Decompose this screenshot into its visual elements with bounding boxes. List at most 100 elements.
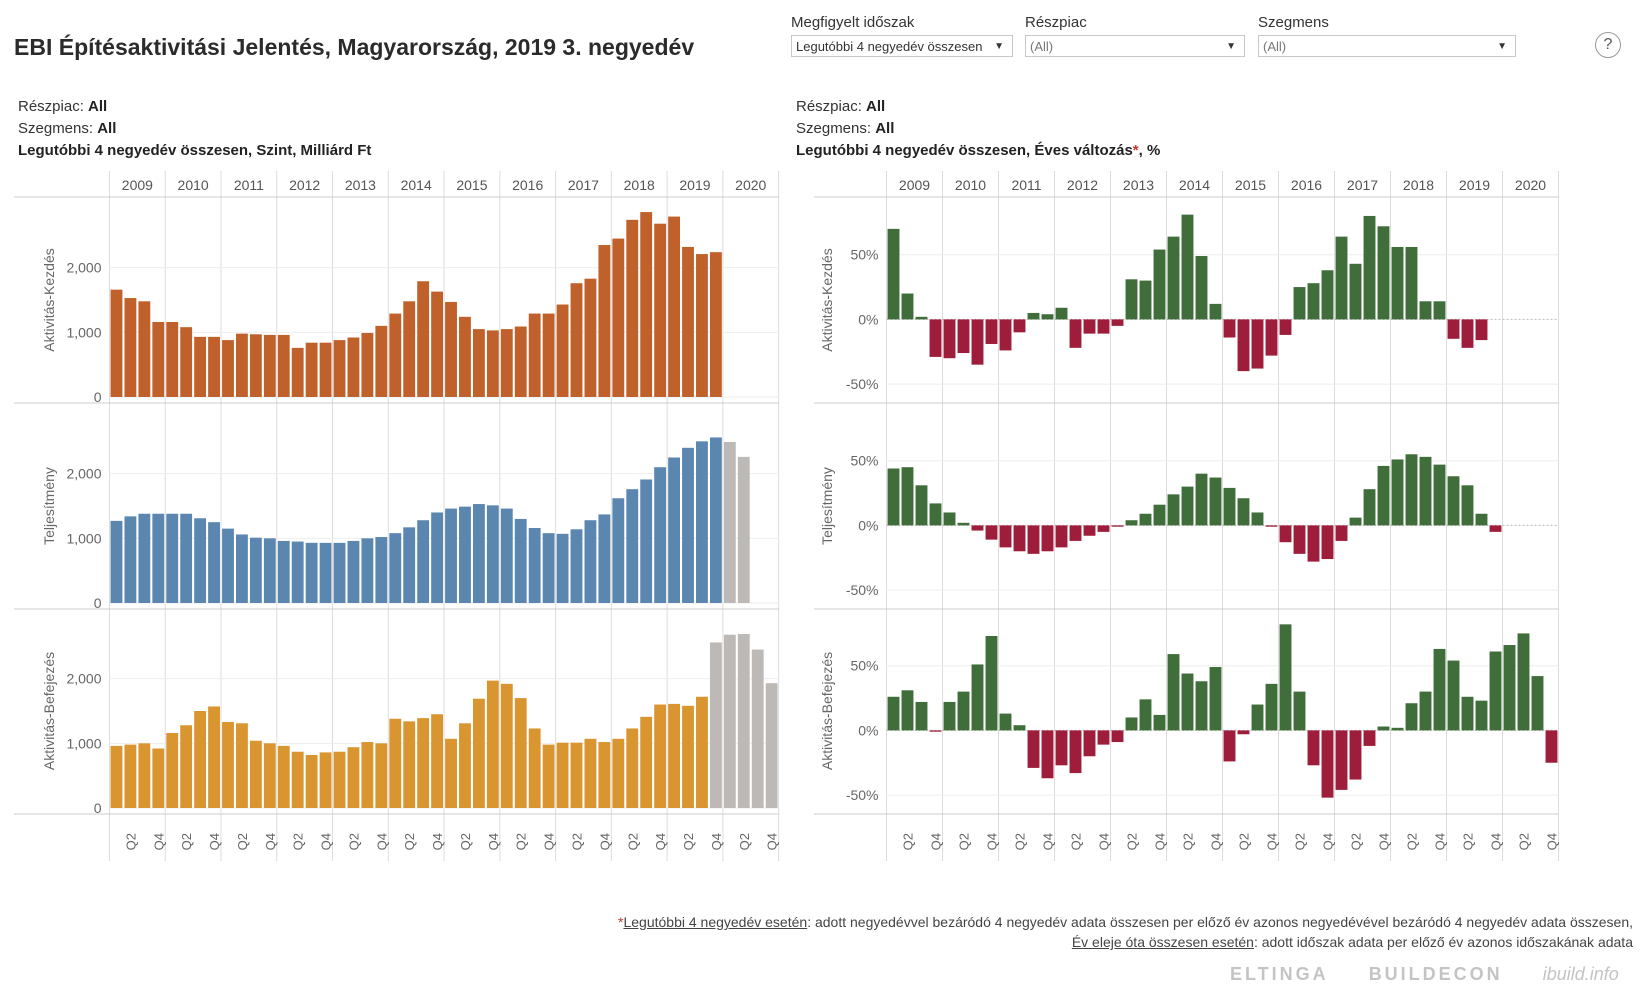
bar [208, 522, 220, 603]
bar [1293, 287, 1306, 320]
bar [1391, 459, 1404, 526]
bar [1209, 667, 1222, 731]
bar [333, 542, 346, 603]
bar [138, 301, 151, 397]
bar [152, 513, 165, 603]
forecast-bar [751, 649, 764, 808]
year-label: 2013 [1123, 177, 1154, 193]
bar [110, 745, 123, 808]
bar [584, 520, 597, 603]
bar [333, 751, 346, 808]
bar [277, 540, 290, 603]
bar [263, 334, 276, 397]
filter-szegmens[interactable]: Szegmens (All) ▼ [1258, 14, 1516, 57]
bar [682, 246, 694, 397]
x-tick-label: Q2 [346, 833, 361, 850]
y-tick-label: -50% [846, 376, 879, 392]
forecast-bar [737, 634, 750, 808]
bar [887, 468, 900, 526]
help-icon[interactable]: ? [1595, 32, 1621, 58]
bar [1237, 498, 1250, 526]
filter-period[interactable]: Megfigyelt időszak Legutóbbi 4 negyedév … [791, 14, 1013, 57]
y-tick-label: -50% [846, 787, 879, 803]
year-label: 2018 [1403, 177, 1434, 193]
bar [1167, 494, 1180, 526]
bar [222, 340, 234, 397]
filter-period-label: Megfigyelt időszak [791, 14, 915, 31]
bar [901, 293, 914, 320]
chevron-down-icon[interactable]: ▼ [1226, 41, 1236, 52]
filter-szegmens-select[interactable]: (All) ▼ [1258, 35, 1516, 57]
bar [584, 278, 597, 397]
bar [486, 680, 499, 808]
reszpiac-value: All [88, 98, 108, 115]
eltinga-logo: ELTINGA [1230, 964, 1329, 984]
bar [194, 518, 207, 603]
bar [431, 714, 444, 808]
x-tick-label: Q2 [1237, 833, 1252, 850]
bar [1433, 301, 1446, 320]
x-tick-label: Q4 [1377, 833, 1392, 850]
year-label: 2019 [679, 177, 710, 193]
year-label: 2009 [899, 177, 930, 193]
szegmens-label: Szegmens: [796, 120, 872, 137]
bar [1139, 699, 1152, 731]
year-label: 2014 [401, 177, 432, 193]
bar [180, 327, 193, 397]
bar [1321, 270, 1334, 320]
bar [138, 513, 151, 603]
bar [1055, 307, 1068, 320]
bar [1321, 730, 1334, 798]
filter-period-select[interactable]: Legutóbbi 4 negyedév összesen ▼ [791, 35, 1013, 57]
szegmens-value: All [875, 120, 895, 137]
x-tick-label: Q4 [374, 833, 389, 850]
x-tick-label: Q4 [319, 833, 334, 850]
reszpiac-label: Részpiac: [18, 98, 84, 115]
bar [1419, 691, 1432, 731]
x-tick-label: Q4 [486, 833, 501, 850]
bar [236, 534, 248, 603]
bar [696, 441, 708, 603]
x-tick-label: Q2 [1405, 833, 1420, 850]
bar [514, 518, 527, 603]
filter-period-value: Legutóbbi 4 negyedév összesen [796, 39, 983, 54]
bar [654, 704, 667, 808]
bar [985, 635, 998, 731]
bar [957, 522, 970, 526]
bar [1531, 676, 1544, 731]
filter-reszpiac-select[interactable]: (All) ▼ [1025, 35, 1245, 57]
bar [1265, 319, 1278, 356]
bar [347, 747, 360, 808]
panel-title: Aktivitás-Kezdés [819, 248, 835, 351]
page-title: EBI Építésaktivitási Jelentés, Magyarors… [14, 34, 695, 60]
bar [291, 541, 304, 603]
bar [985, 525, 998, 540]
bar [1139, 513, 1152, 526]
forecast-bar [723, 634, 736, 808]
chevron-down-icon[interactable]: ▼ [1497, 41, 1507, 52]
bar [915, 485, 928, 526]
filter-reszpiac-label: Részpiac [1025, 14, 1087, 31]
chevron-down-icon[interactable]: ▼ [994, 41, 1004, 52]
bar [319, 342, 332, 397]
bar [291, 751, 304, 808]
bar [957, 691, 970, 731]
y-tick-label: 1,000 [66, 530, 101, 546]
bar [1461, 696, 1474, 731]
bar [1377, 465, 1390, 526]
bar [403, 301, 416, 397]
bar [1013, 725, 1026, 731]
bar [1097, 730, 1110, 745]
footnote-link-last4[interactable]: Legutóbbi 4 negyedév esetén [623, 914, 808, 930]
year-label: 2009 [122, 177, 153, 193]
bar [626, 489, 639, 603]
bar [1153, 249, 1166, 320]
filter-reszpiac[interactable]: Részpiac (All) ▼ [1025, 14, 1245, 57]
bar [445, 738, 457, 808]
bar [929, 319, 942, 357]
x-tick-label: Q4 [1097, 833, 1112, 850]
bar [971, 319, 984, 365]
footnote-link-ytd[interactable]: Év eleje óta összesen esetén [1071, 934, 1254, 950]
bar [1405, 703, 1418, 731]
bar [1349, 730, 1362, 780]
